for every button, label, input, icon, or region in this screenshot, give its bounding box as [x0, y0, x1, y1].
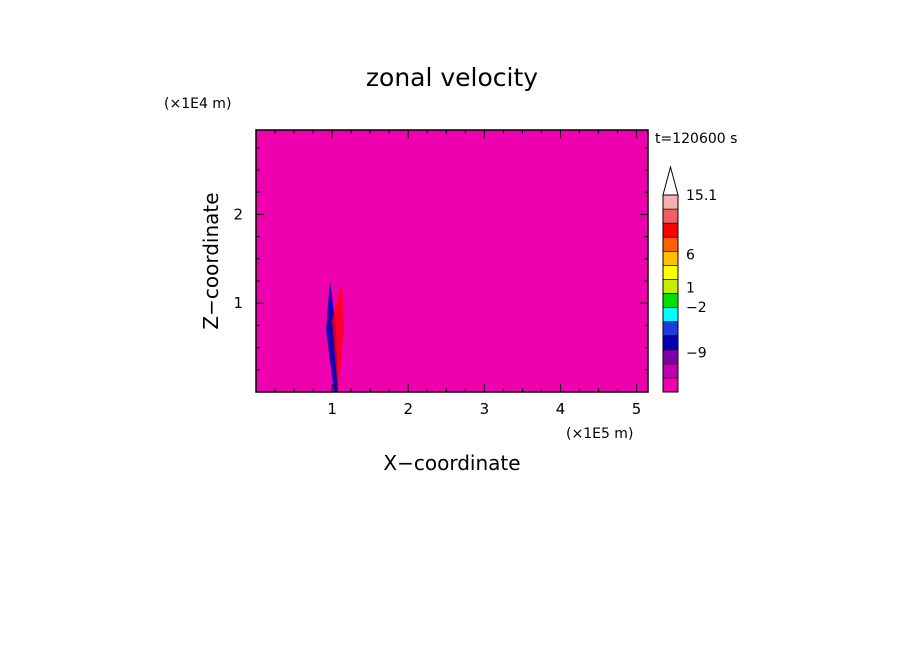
colorbar-swatch [662, 377, 679, 393]
colorbar-label: 15.1 [686, 188, 717, 204]
chart-title: zonal velocity [366, 63, 538, 92]
colorbar-label: −2 [686, 300, 707, 316]
plot-frame [255, 129, 649, 393]
colorbar-overflow-triangle [662, 165, 679, 196]
colorbar-swatch [662, 363, 679, 379]
x-axis-ticks: 1 2 3 4 5 [274, 130, 642, 418]
y-scale-label: (×1E4 m) [164, 96, 231, 112]
colorbar-swatch [662, 194, 679, 210]
colorbar-swatch [662, 236, 679, 252]
colorbar-swatch [662, 321, 679, 337]
x-axis-label: X−coordinate [383, 451, 520, 475]
front-streak [326, 280, 338, 392]
colorbar-swatch [662, 307, 679, 322]
x-tick-label: 1 [327, 400, 337, 418]
y-axis-ticks: 12 [233, 147, 648, 371]
y-tick-label: 1 [233, 294, 243, 312]
x-tick-label: 5 [632, 400, 642, 418]
heatmap-field [256, 130, 648, 392]
time-label: t=120600 s [655, 131, 737, 147]
colorbar-frame [662, 194, 679, 393]
colorbar-swatch [662, 250, 679, 266]
colorbar-swatch [662, 335, 679, 351]
x-tick-label: 3 [480, 400, 490, 418]
x-tick-label: 4 [556, 400, 566, 418]
colorbar-swatch [662, 279, 679, 294]
colorbar-swatch [662, 265, 679, 280]
front-streak-warm [332, 282, 344, 392]
y-tick-label: 2 [233, 205, 243, 223]
x-scale-label: (×1E5 m) [566, 426, 633, 442]
colorbar-label: −9 [686, 346, 707, 362]
x-tick-label: 2 [403, 400, 413, 418]
colorbar-swatch [662, 349, 679, 365]
colorbar-label: 6 [686, 248, 695, 264]
y-axis-label: Z−coordinate [199, 192, 223, 329]
colorbar-swatch [662, 293, 679, 308]
colorbar-swatch [662, 208, 679, 224]
colorbar-swatch [662, 222, 679, 238]
colorbar: 15.1 6 1 −2 −9 [662, 165, 717, 393]
colorbar-label: 1 [686, 280, 695, 296]
